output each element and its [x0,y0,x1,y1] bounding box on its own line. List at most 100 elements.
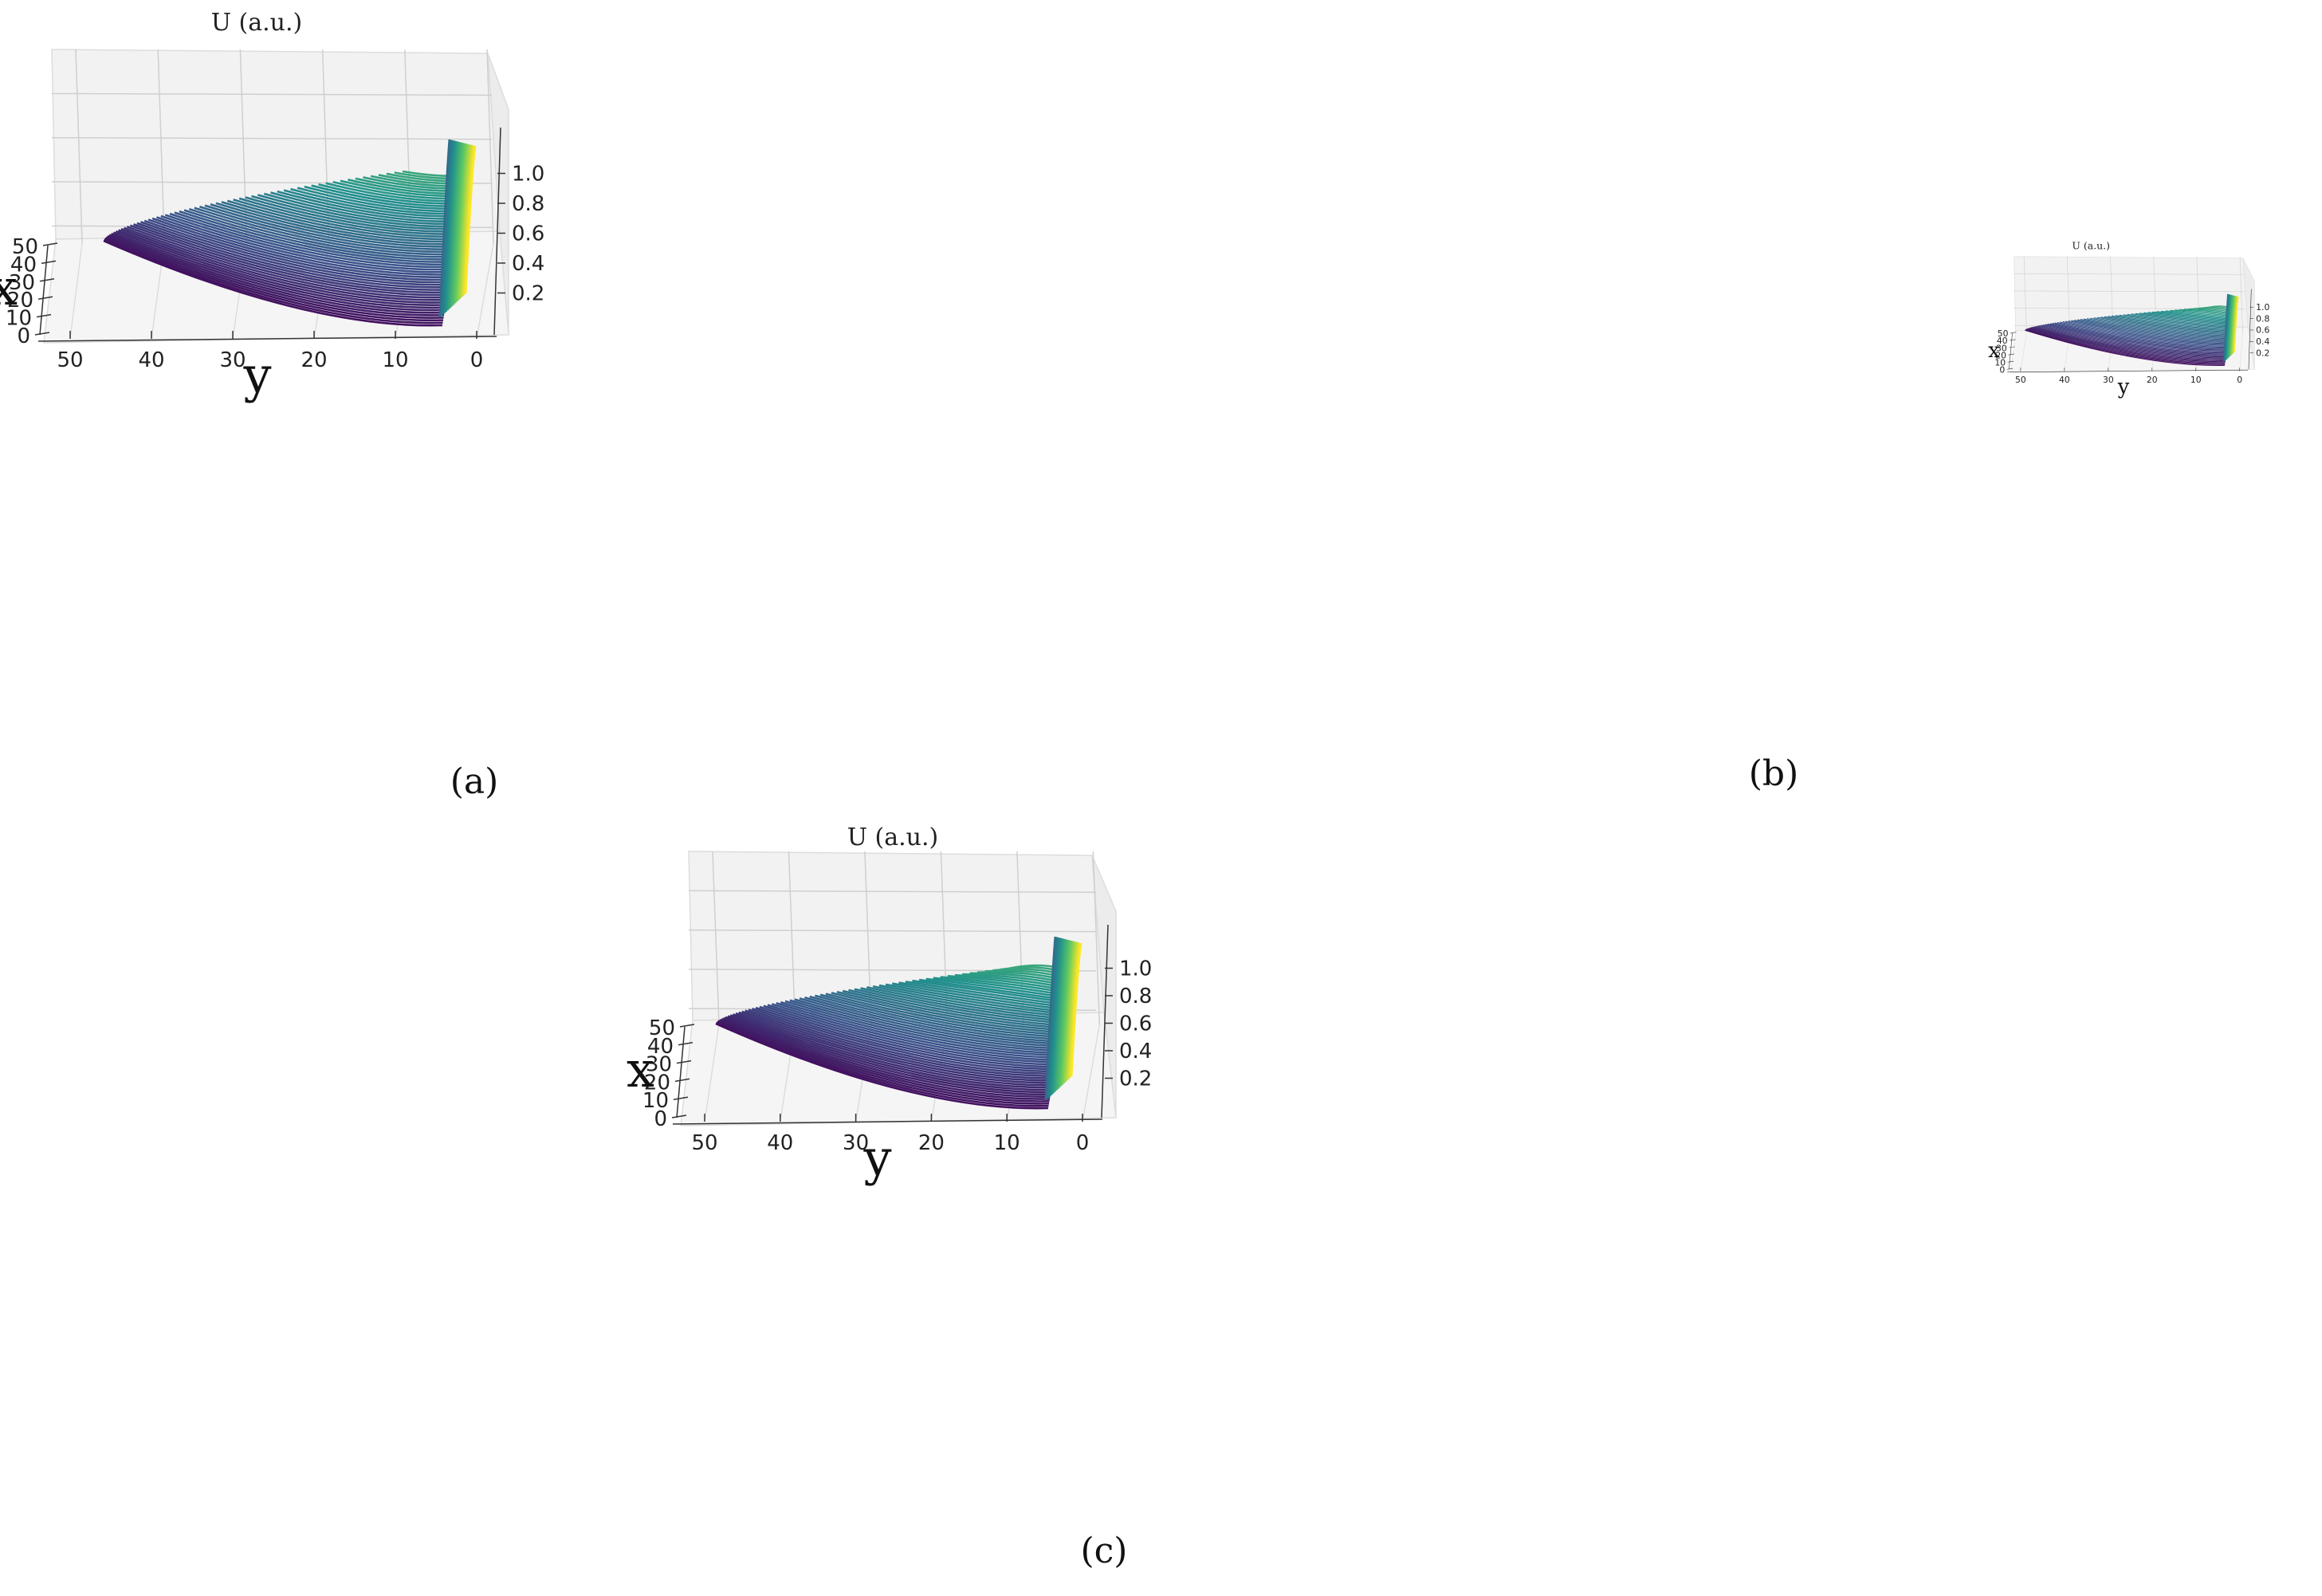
surface-line [194,206,454,256]
peak-line [446,141,458,311]
surface-line [126,226,448,297]
x-tick [2007,360,2014,363]
surface-line [103,239,443,327]
peak-line [440,140,453,316]
peak-line [2233,296,2238,353]
peak-line [1053,938,1066,1092]
x-tick-label: 10 [1994,357,2006,368]
surface-line [2033,326,2226,358]
peak-line [2230,295,2235,356]
surface-line [715,1022,1049,1110]
surface-line [721,1017,1051,1098]
surface-line [794,998,1059,1050]
x-tick-label: 40 [647,1035,674,1059]
surface-line [735,1012,1053,1084]
y-tick-label: 0 [1076,1131,1090,1155]
floor-grid-line [1082,1024,1100,1122]
x-tick-label: 50 [12,235,38,259]
caption-a: (a) [450,761,499,802]
surface-line [836,990,1063,1032]
grid-line [688,890,1097,894]
surface-line [251,195,458,230]
peak-line [2227,295,2233,359]
surface-plot-a: 0.20.40.60.81.0U (a.u.)50 40 30 20 10 0y01020… [0,9,544,404]
surface-line [771,1003,1057,1061]
floor-grid-line [2020,332,2027,371]
surface-line [147,218,450,281]
surface-line [188,207,454,258]
z-tick-label: 0.4 [512,252,544,276]
x-tick-label: 30 [9,271,35,295]
grid-line [1092,851,1101,1025]
peak [1044,936,1082,1101]
surface-line [120,228,447,301]
surface-line [767,1004,1057,1063]
peak-line [2226,294,2231,360]
x-axis-title: x [627,1040,654,1099]
surface-line [164,214,452,271]
surface-line [2077,319,2230,340]
surface-line [759,1005,1056,1068]
y-axis-title: y [862,1129,891,1187]
surface-line [741,1010,1054,1079]
y-tick-label: 10 [994,1131,1020,1155]
surface-line [2027,328,2226,363]
surface-line [2071,320,2230,342]
y-axis-title: y [2117,375,2130,399]
x-tick [673,1096,689,1100]
floor-grid-line [476,242,494,340]
x-tick [679,1024,695,1028]
peak-line [1063,941,1076,1083]
peak-line [1044,936,1057,1101]
surface-line [221,201,456,243]
surface-line [264,192,459,226]
peak-line [2226,294,2233,359]
peak-line [454,143,466,304]
y-tick-label: 0 [2237,375,2242,385]
peak-line [445,140,458,313]
x-tick [671,1114,687,1118]
surface-line [169,212,452,269]
surface-line [722,1016,1051,1096]
z-tick-label: 0.8 [2256,313,2269,324]
peak-line [2223,293,2230,362]
surface-line [2052,322,2228,349]
peak-line [2223,293,2229,363]
peak-line [2224,294,2230,361]
surface-line [2060,321,2229,346]
y-tick-label: 30 [219,348,246,372]
x-tick-label: 50 [649,1016,675,1040]
surface-line [729,1014,1052,1089]
surface-line [2028,328,2226,361]
surface-line [277,190,460,220]
surface-line [745,1009,1055,1077]
y-tick-label: 30 [2103,375,2114,385]
peak [438,139,477,318]
peak-line [462,145,475,295]
surface-line [210,203,455,248]
surface-line [2032,326,2226,359]
z-axis-line [2248,289,2252,370]
surface-line [763,1004,1056,1066]
y-tick-label: 0 [470,348,484,372]
y-tick-label: 10 [2190,375,2202,385]
surface-line [2054,322,2229,348]
surface-line [108,234,445,314]
x-axis-line [2009,332,2013,370]
grid-line [2110,256,2114,332]
y-tick-label: 50 [2015,375,2026,385]
x-tick [2008,353,2015,356]
peak-line [442,140,454,315]
x-tick [678,1042,693,1046]
surface-plot-b: 0.20.40.60.81.0U (a.u.)50 40 30 20 10 0y01020… [1988,240,2269,399]
surface-line [784,1000,1059,1055]
floor-grid-line [704,1024,720,1122]
surface-line [799,997,1059,1048]
surface-line [215,202,456,246]
x-tick [42,242,58,246]
x-axis-line [39,245,49,336]
surface-line [878,984,1065,1016]
grid-line [688,929,1097,933]
z-tick-label: 0.2 [2256,348,2269,358]
